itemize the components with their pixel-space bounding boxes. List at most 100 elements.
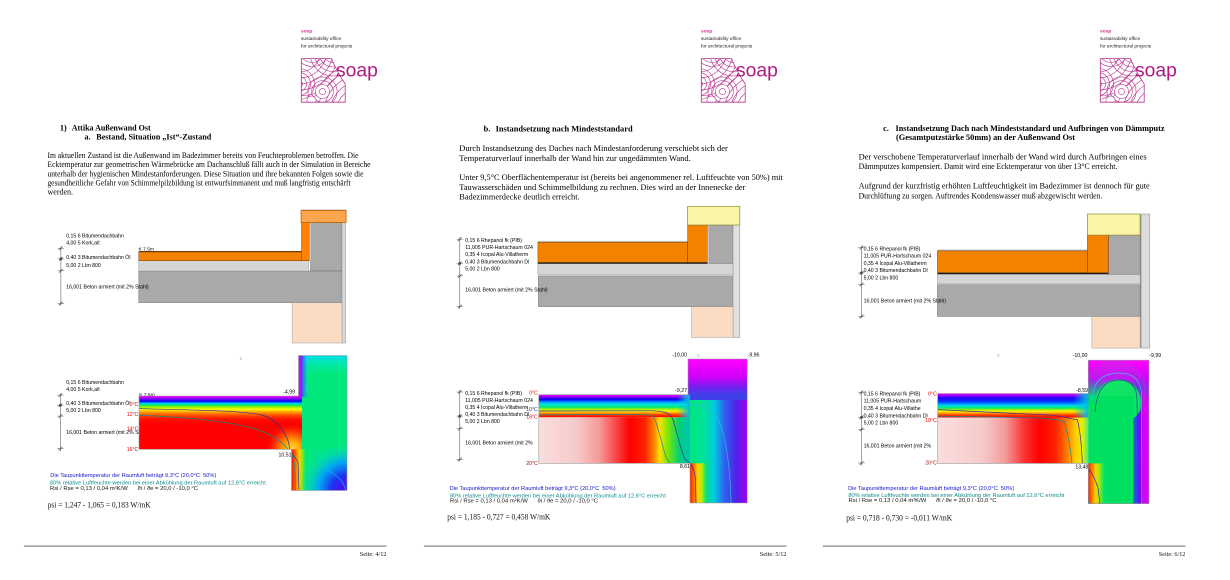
svg-text:Die Taupunkttemperatur der Rau: Die Taupunkttemperatur der Raumluft betr… — [50, 473, 216, 479]
svg-text:Aufgrund der kurzfristig erhöh: Aufgrund der kurzfristig erhöhten Luftfe… — [859, 182, 1151, 191]
svg-text:Tauwasserschäden und Schimmelb: Tauwasserschäden und Schimmelbildung zu … — [459, 183, 745, 192]
svg-text:Seite: 5/12: Seite: 5/12 — [760, 551, 787, 558]
svg-text:-4,99: -4,99 — [283, 390, 295, 396]
svg-text:0,40 3 Bitumendachbahn Dl: 0,40 3 Bitumendachbahn Dl — [864, 268, 928, 274]
svg-text:5,00 2 Lbn 800: 5,00 2 Lbn 800 — [465, 266, 500, 272]
svg-text:16,001 Beton armiert (mit 2% S: 16,001 Beton armiert (mit 2% Stahl) — [465, 288, 548, 294]
svg-text:0,15 6 Rhepanol fk (PIB): 0,15 6 Rhepanol fk (PIB) — [465, 391, 522, 397]
svg-text:-9,99: -9,99 — [1149, 353, 1161, 359]
svg-text:0,40 3 Bitumendachbahn Öl: 0,40 3 Bitumendachbahn Öl — [66, 254, 130, 261]
svg-text:Durchlüftung zu sorgen. Auftre: Durchlüftung zu sorgen. Auftrendes Konde… — [859, 191, 1103, 200]
svg-text:0,40 3 Bitumendachbahn Dl: 0,40 3 Bitumendachbahn Dl — [864, 413, 928, 419]
svg-text:Die Taupunkttemperatur der Rau: Die Taupunkttemperatur der Raumluft betr… — [848, 486, 1014, 492]
svg-text:16,001 Beton armiert (mit 2%: 16,001 Beton armiert (mit 2% — [864, 444, 932, 450]
svg-text:a.: a. — [84, 133, 90, 142]
svg-text:0,35 4 Icopal Alu-Villatherm: 0,35 4 Icopal Alu-Villatherm — [465, 252, 528, 258]
svg-text:10°C: 10°C — [526, 407, 538, 413]
svg-text:18°C: 18°C — [925, 418, 937, 424]
svg-text:13,48: 13,48 — [1075, 464, 1088, 470]
svg-text:0,15 6 Rhepanol fk (PIB): 0,15 6 Rhepanol fk (PIB) — [864, 246, 921, 252]
svg-text:Unter 9,5°C Oberflächentempera: Unter 9,5°C Oberflächentemperatur ist (b… — [459, 173, 783, 182]
svg-text:-9,27: -9,27 — [675, 388, 687, 394]
svg-text:Instandsetzung nach Mindeststa: Instandsetzung nach Mindeststandard — [496, 124, 633, 133]
svg-text:(Gesamtputzstärke 50mm) an der: (Gesamtputzstärke 50mm) an der Außenwand… — [896, 133, 1075, 142]
svg-text:5,00 2 Lbn 800: 5,00 2 Lbn 800 — [465, 419, 500, 425]
svg-text:4,00 5 Kork,alt: 4,00 5 Kork,alt — [66, 240, 100, 246]
svg-text:Ecktemperatur zur geometrische: Ecktemperatur zur geometrischen Wärmebrü… — [48, 160, 371, 169]
svg-text:5,00 2 Lbn 800: 5,00 2 Lbn 800 — [864, 276, 899, 282]
svg-text:16,001 Beton armiert (mit 2% S: 16,001 Beton armiert (mit 2% Stahl) — [864, 299, 947, 305]
svg-text:Seite: 6/12: Seite: 6/12 — [1159, 551, 1186, 558]
svg-text:sustainability office: sustainability office — [301, 36, 342, 42]
svg-text:gesundheitliche Gefahr von Sch: gesundheitliche Gefahr von Schimmelpilzb… — [48, 179, 352, 188]
svg-text:12°C: 12°C — [127, 412, 139, 418]
svg-text:Bestand, Situation „Ist“-Zusta: Bestand, Situation „Ist“-Zustand — [96, 133, 211, 142]
svg-text:11,005 PUR-Hartschaum 024: 11,005 PUR-Hartschaum 024 — [465, 398, 533, 404]
svg-text:0,35 4 Icopal Alu-Villatherm: 0,35 4 Icopal Alu-Villatherm — [465, 405, 528, 411]
svg-text:unterhalb der hygienischen Min: unterhalb der hygienischen Mindestanford… — [48, 169, 364, 178]
svg-text:0,40 3 Bitumendachbahn Dl: 0,40 3 Bitumendachbahn Dl — [465, 412, 529, 418]
svg-text:1): 1) — [60, 124, 67, 133]
svg-text:Rsi / Rse = 0,13 / 0,04 m²K/W: Rsi / Rse = 0,13 / 0,04 m²K/W ϑi / ϑe = … — [50, 486, 198, 492]
svg-text:Attika Außenwand Ost: Attika Außenwand Ost — [72, 124, 151, 133]
svg-text:Rsi / Rse = 0,13 / 0,04 m²K/W: Rsi / Rse = 0,13 / 0,04 m²K/W ϑi / ϑe = … — [450, 498, 598, 504]
svg-text:for architectural projects: for architectural projects — [1100, 44, 1152, 50]
svg-text:0°C: 0°C — [928, 391, 937, 397]
svg-text:Durch Instandsetzung des Dache: Durch Instandsetzung des Daches nach Min… — [459, 144, 728, 153]
svg-text:Im aktuellen Zustand ist die A: Im aktuellen Zustand ist die Außenwand i… — [48, 151, 359, 160]
svg-text:soap: soap — [336, 60, 378, 81]
svg-text:5,00 2 Lbn 800: 5,00 2 Lbn 800 — [864, 421, 899, 427]
svg-text:soap: soap — [1100, 30, 1111, 35]
svg-text:18°C: 18°C — [526, 415, 538, 421]
svg-text:for architectural projects: for architectural projects — [701, 44, 753, 50]
svg-text:0: 0 — [240, 356, 243, 361]
svg-text:b.: b. — [484, 124, 491, 133]
svg-text:soap: soap — [1135, 60, 1177, 81]
svg-text:16,001 Beton armiert (mit 2%: 16,001 Beton armiert (mit 2% — [465, 440, 533, 446]
svg-text:80% relative Luftfeuchte werde: 80% relative Luftfeuchte werden bei eine… — [848, 493, 1065, 499]
svg-text:psi = 1,185 - 0,727 = 0,458 W/: psi = 1,185 - 0,727 = 0,458 W/mK — [447, 512, 550, 521]
svg-text:K 7,5m: K 7,5m — [139, 392, 155, 398]
svg-text:sustainability office: sustainability office — [701, 36, 742, 42]
svg-text:0,15 6 Bitumendachbahn: 0,15 6 Bitumendachbahn — [66, 380, 124, 386]
svg-text:soap: soap — [301, 30, 312, 35]
svg-text:Dämmputzes kompensiert. Damit: Dämmputzes kompensiert. Damit wird eine … — [859, 162, 1118, 171]
svg-text:0,35 4 Icopal Alu-Villatherm: 0,35 4 Icopal Alu-Villatherm — [864, 261, 927, 267]
svg-text:80% relative Luftfeuchte werde: 80% relative Luftfeuchte werden bei eine… — [450, 493, 667, 499]
svg-text:Temperaturverlauf innerhalb de: Temperaturverlauf innerhalb der Wand hin… — [459, 154, 690, 163]
svg-text:soap: soap — [701, 30, 712, 35]
svg-text:16,001 Beton armiert (mit 2% S: 16,001 Beton armiert (mit 2% Stahl) — [66, 430, 149, 436]
svg-text:80% relative Luftfeuchte werde: 80% relative Luftfeuchte werden bei eine… — [50, 481, 267, 487]
svg-text:16°C: 16°C — [127, 447, 139, 453]
svg-text:sustainability office: sustainability office — [1100, 36, 1141, 42]
svg-text:8,61: 8,61 — [680, 464, 690, 470]
svg-text:4,00 5 Kork,alt: 4,00 5 Kork,alt — [66, 387, 100, 393]
svg-text:psi = 1,247 - 1,065 = 0,183 W/: psi = 1,247 - 1,065 = 0,183 W/mK — [48, 501, 151, 510]
svg-text:0: 0 — [697, 353, 700, 358]
svg-text:-9,96: -9,96 — [748, 353, 760, 359]
svg-text:11,005 PUR-Hartschaum 024: 11,005 PUR-Hartschaum 024 — [864, 254, 932, 260]
svg-text:10,51: 10,51 — [279, 453, 292, 459]
svg-text:Badezimmerdecke deutlich errei: Badezimmerdecke deutlich erreicht. — [459, 192, 579, 201]
svg-text:Seite: 4/12: Seite: 4/12 — [360, 551, 387, 558]
svg-text:0,15 6 Bitumendachbahn: 0,15 6 Bitumendachbahn — [66, 233, 124, 239]
svg-text:-8,59: -8,59 — [1076, 388, 1088, 394]
svg-text:11,005 PUR-Hartschaum 024: 11,005 PUR-Hartschaum 024 — [465, 245, 533, 251]
svg-text:0°C: 0°C — [529, 391, 538, 397]
svg-text:for architectural projects: for architectural projects — [301, 44, 353, 50]
svg-text:0,40 3 Bitumendachbahn Dl: 0,40 3 Bitumendachbahn Dl — [465, 259, 529, 265]
svg-text:16,001 Beton armiert (mit 2% S: 16,001 Beton armiert (mit 2% Stahl) — [66, 285, 149, 291]
svg-text:werden.: werden. — [48, 188, 74, 197]
svg-text:K 7,5m: K 7,5m — [139, 247, 155, 253]
svg-text:0,15 6 Rhepanol fk (PIB): 0,15 6 Rhepanol fk (PIB) — [864, 391, 921, 397]
svg-text:11,005 PUR-Hartschaum: 11,005 PUR-Hartschaum — [864, 399, 922, 405]
svg-text:5,00 2 Lbn 800: 5,00 2 Lbn 800 — [66, 408, 101, 414]
svg-text:Der verschobene Temperaturverl: Der verschobene Temperaturverlauf innerh… — [859, 152, 1147, 161]
svg-text:psi = 0,718 - 0,730 = -0,011 W: psi = 0,718 - 0,730 = -0,011 W/mK — [846, 513, 952, 522]
svg-text:Die Taupunkttemperatur der Rau: Die Taupunkttemperatur der Raumluft betr… — [450, 486, 616, 492]
svg-text:Instandsetzung Dach nach Minde: Instandsetzung Dach nach Mindeststandard… — [896, 124, 1165, 133]
svg-text:20°C: 20°C — [925, 461, 937, 467]
svg-text:0,15 6 Rhepanol fk (PIB): 0,15 6 Rhepanol fk (PIB) — [465, 238, 522, 244]
svg-text:0,40 3 Bitumendachbahn Öl: 0,40 3 Bitumendachbahn Öl — [66, 400, 130, 407]
svg-text:c.: c. — [883, 124, 889, 133]
